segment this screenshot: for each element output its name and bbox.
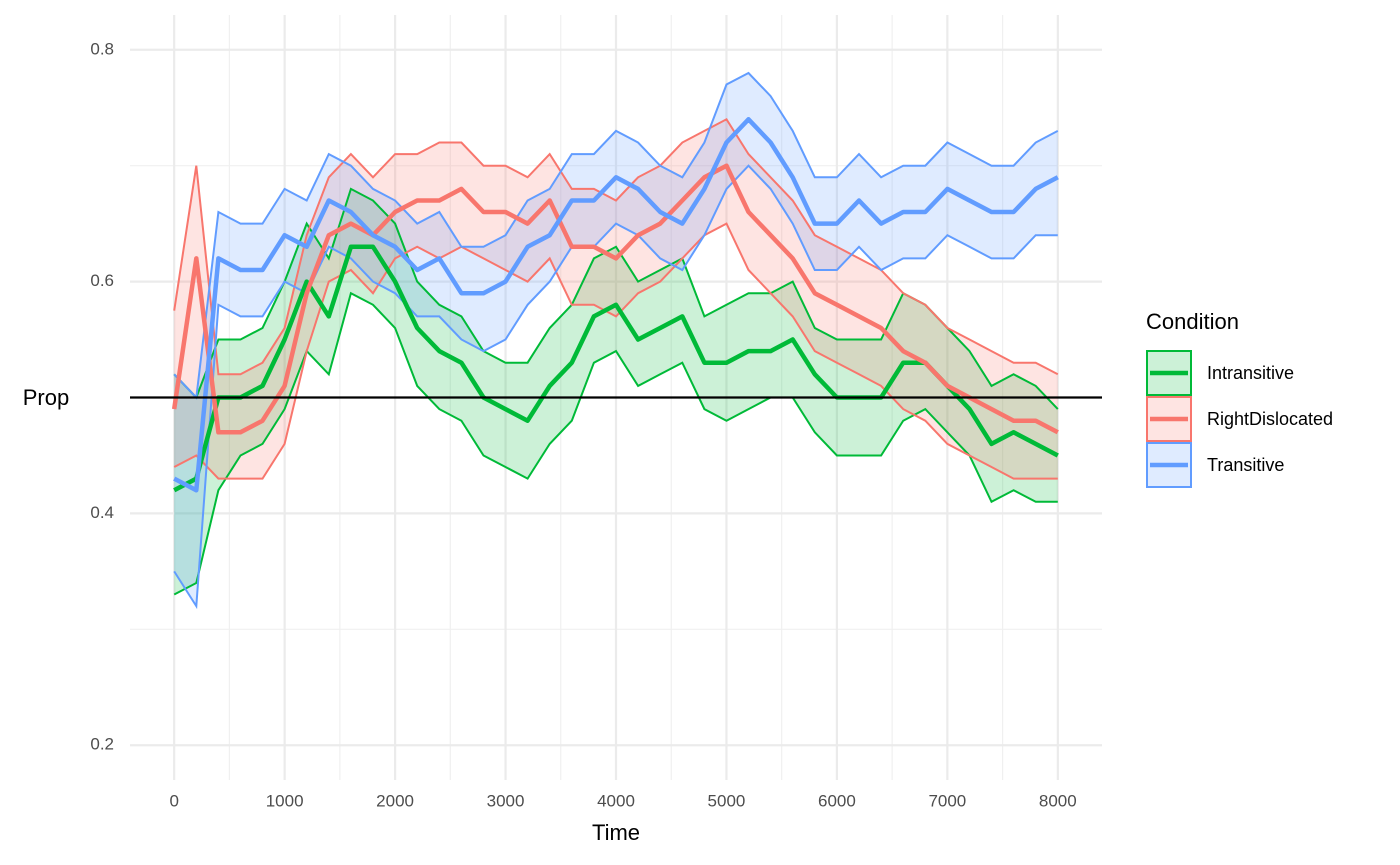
y-axis-title: Prop	[23, 385, 69, 410]
ribbon-upper	[173, 71, 1059, 400]
x-tick-label: 4000	[597, 791, 635, 810]
x-tick-label: 3000	[487, 791, 525, 810]
lines	[171, 71, 1059, 610]
series-line	[173, 117, 1059, 493]
y-tick-label: 0.4	[90, 503, 114, 522]
legend-label: Intransitive	[1207, 363, 1294, 383]
ribbon	[174, 119, 1058, 479]
legend: Intransitive RightDislocated Transitive	[1146, 350, 1333, 488]
series-line	[171, 163, 1059, 435]
y-tick-label: 0.8	[90, 39, 114, 58]
ribbon-lower	[173, 291, 1058, 596]
legend-label: Transitive	[1207, 455, 1284, 475]
legend-title: Condition	[1146, 309, 1239, 334]
y-tick-label: 0.6	[90, 271, 114, 290]
x-tick-label: 1000	[266, 791, 304, 810]
x-tick-label: 8000	[1039, 791, 1077, 810]
ribbon-upper	[173, 117, 1059, 376]
x-tick-label: 7000	[928, 791, 966, 810]
series-line	[173, 244, 1059, 493]
ribbons	[174, 73, 1058, 607]
ribbon	[174, 188, 1058, 595]
legend-label: RightDislocated	[1207, 409, 1333, 429]
ribbon-lower	[173, 164, 1058, 610]
x-tick-label: 5000	[708, 791, 746, 810]
y-tick-label: 0.2	[90, 735, 114, 754]
x-axis-title: Time	[592, 820, 640, 845]
ribbon	[174, 73, 1058, 607]
x-tick-label: 0	[169, 791, 178, 810]
x-tick-label: 6000	[818, 791, 856, 810]
x-tick-label: 2000	[376, 791, 414, 810]
